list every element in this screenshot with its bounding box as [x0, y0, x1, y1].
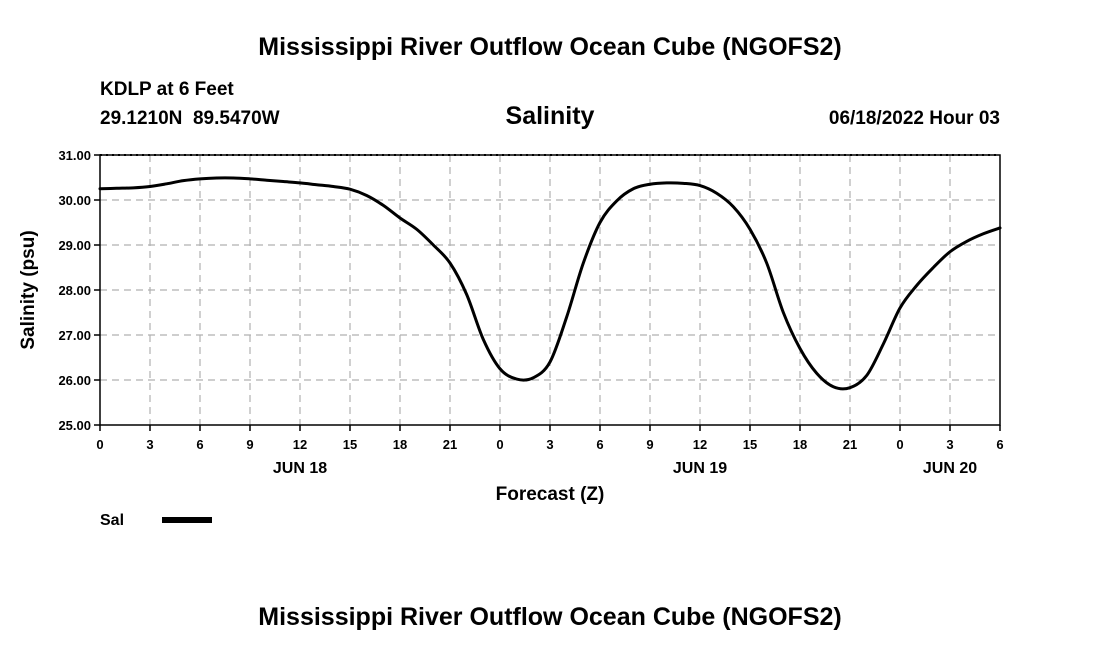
x-tick-label: 9: [246, 437, 253, 452]
y-tick-label: 30.00: [58, 193, 91, 208]
legend: Sal: [100, 512, 212, 529]
x-tick-label: 6: [196, 437, 203, 452]
series-line-sal: [98, 176, 1002, 391]
y-tick-label: 29.00: [58, 238, 91, 253]
x-tick-label: 21: [843, 437, 857, 452]
grid-lines: [100, 155, 1000, 425]
x-tick-label: 0: [496, 437, 503, 452]
x-tick-label: 18: [793, 437, 807, 452]
y-tick-label: 27.00: [58, 328, 91, 343]
x-tick-label: 3: [146, 437, 153, 452]
y-tick-label: 25.00: [58, 418, 91, 433]
forecast-date: 06/18/2022 Hour 03: [829, 108, 1000, 129]
x-tick-label: 15: [343, 437, 357, 452]
x-tick-label: 6: [596, 437, 603, 452]
y-tick-label: 31.00: [58, 148, 91, 163]
y-tick-label: 26.00: [58, 373, 91, 388]
x-tick-label: 21: [443, 437, 457, 452]
page-title: Mississippi River Outflow Ocean Cube (NG…: [258, 33, 841, 61]
x-tick-label: 0: [96, 437, 103, 452]
x-axis-ticks: 0 3 6 9 12 15 18 21 0 3 6 9 12 15 18 21 0 3 6: [96, 425, 1004, 452]
day-label: JUN 20: [923, 460, 977, 477]
station-name: KDLP at 6 Feet: [100, 79, 234, 100]
y-axis-label: Salinity (psu): [18, 230, 39, 349]
legend-label-sal: Sal: [100, 512, 124, 529]
y-axis-ticks: 25.00 26.00 27.00 28.00 29.00 30.00 31.00: [58, 148, 100, 433]
x-tick-label: 12: [293, 437, 307, 452]
x-tick-label: 9: [646, 437, 653, 452]
day-labels: JUN 18 JUN 19 JUN 20: [273, 460, 977, 477]
x-tick-label: 15: [743, 437, 757, 452]
footer-title: Mississippi River Outflow Ocean Cube (NG…: [258, 603, 841, 631]
x-tick-label: 6: [996, 437, 1003, 452]
x-tick-label: 18: [393, 437, 407, 452]
day-label: JUN 19: [673, 460, 727, 477]
x-axis-label: Forecast (Z): [496, 484, 605, 505]
x-tick-label: 3: [546, 437, 553, 452]
x-tick-label: 12: [693, 437, 707, 452]
x-tick-label: 3: [946, 437, 953, 452]
station-coordinates: 29.1210N 89.5470W: [100, 108, 280, 129]
x-tick-label: 0: [896, 437, 903, 452]
day-label: JUN 18: [273, 460, 327, 477]
chart-title: Salinity: [506, 102, 595, 130]
y-tick-label: 28.00: [58, 283, 91, 298]
